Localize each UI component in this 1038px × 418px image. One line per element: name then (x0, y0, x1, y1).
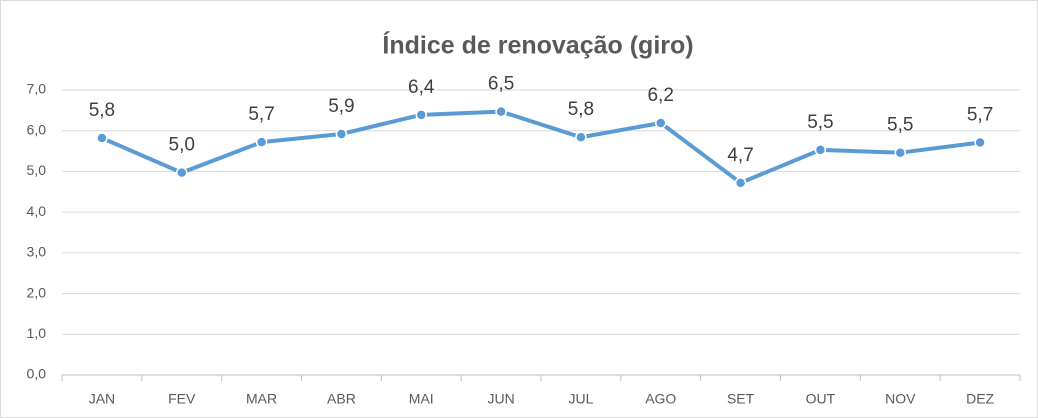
point (814, 144, 827, 156)
data-label: 5,8 (89, 100, 115, 121)
point (655, 117, 667, 129)
x-tick-label: AGO (645, 391, 676, 407)
y-tick-label: 5,0 (27, 162, 47, 178)
x-tick-label: SET (727, 391, 755, 407)
point (335, 128, 348, 140)
data-label: 5,7 (248, 104, 274, 125)
y-tick-label: 3,0 (27, 244, 47, 260)
x-tick-label: ABR (327, 391, 356, 407)
point (96, 132, 108, 144)
data-label: 5,5 (887, 115, 913, 136)
point (255, 136, 268, 148)
data-label: 6,2 (648, 85, 674, 106)
x-tick-label: MAR (246, 391, 277, 407)
data-label: 5,8 (568, 99, 594, 120)
data-label: 5,0 (169, 135, 195, 156)
y-tick-label: 6,0 (27, 121, 47, 137)
x-tick-label: OUT (806, 391, 836, 407)
x-tick-label: FEV (168, 391, 196, 407)
x-tick-label: JAN (89, 391, 115, 407)
x-tick-label: JUL (568, 391, 593, 407)
data-label: 4,7 (727, 145, 753, 166)
y-tick-label: 4,0 (27, 203, 47, 219)
y-tick-label: 7,0 (27, 81, 47, 97)
y-tick-label: 0,0 (27, 366, 47, 382)
x-tick-label: NOV (885, 391, 916, 407)
data-label: 6,4 (408, 77, 435, 98)
point (734, 177, 747, 189)
point (415, 109, 427, 121)
x-tick-label: JUN (487, 391, 514, 407)
point (176, 166, 188, 179)
x-tick-label: MAI (409, 391, 434, 407)
y-tick-label: 1,0 (27, 325, 47, 341)
x-tick-label: DEZ (966, 391, 994, 407)
data-label: 5,5 (807, 112, 833, 133)
data-label: 5,9 (328, 96, 354, 117)
chart-title: Índice de renovação (giro) (382, 31, 693, 60)
point (575, 131, 587, 143)
data-label: 5,7 (967, 105, 993, 126)
point (495, 105, 507, 118)
point (974, 136, 986, 149)
y-tick-label: 2,0 (27, 284, 47, 300)
point (894, 146, 906, 159)
series-line (101, 109, 981, 185)
data-label: 6,5 (488, 74, 514, 95)
